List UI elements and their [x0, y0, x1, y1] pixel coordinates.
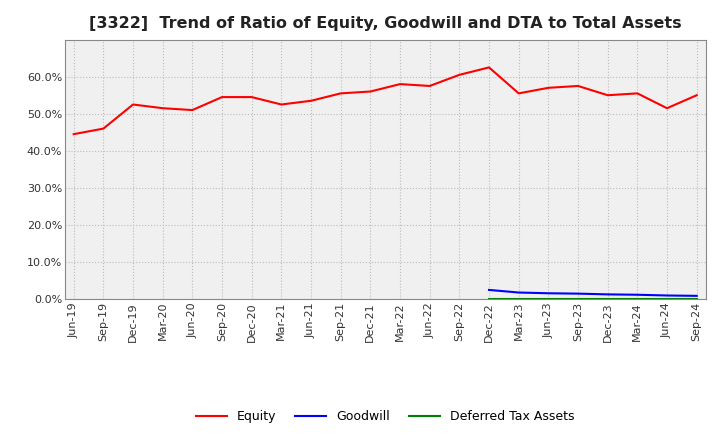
Equity	[514, 91, 523, 96]
Goodwill	[633, 292, 642, 297]
Deferred Tax Assets	[633, 296, 642, 301]
Equity	[485, 65, 493, 70]
Equity	[426, 83, 434, 88]
Equity	[307, 98, 315, 103]
Deferred Tax Assets	[485, 296, 493, 301]
Equity	[455, 72, 464, 77]
Line: Equity: Equity	[73, 67, 697, 134]
Equity	[277, 102, 286, 107]
Equity	[603, 92, 612, 98]
Deferred Tax Assets	[693, 296, 701, 301]
Equity	[693, 92, 701, 98]
Goodwill	[514, 290, 523, 295]
Goodwill	[603, 292, 612, 297]
Goodwill	[574, 291, 582, 296]
Goodwill	[693, 293, 701, 298]
Line: Goodwill: Goodwill	[489, 290, 697, 296]
Legend: Equity, Goodwill, Deferred Tax Assets: Equity, Goodwill, Deferred Tax Assets	[191, 405, 580, 428]
Goodwill	[544, 291, 553, 296]
Equity	[99, 126, 108, 131]
Equity	[662, 106, 671, 111]
Title: [3322]  Trend of Ratio of Equity, Goodwill and DTA to Total Assets: [3322] Trend of Ratio of Equity, Goodwil…	[89, 16, 682, 32]
Equity	[633, 91, 642, 96]
Equity	[574, 83, 582, 88]
Equity	[544, 85, 553, 91]
Goodwill	[485, 287, 493, 293]
Equity	[336, 91, 345, 96]
Equity	[366, 89, 374, 94]
Equity	[69, 132, 78, 137]
Deferred Tax Assets	[544, 296, 553, 301]
Equity	[248, 95, 256, 100]
Equity	[396, 81, 405, 87]
Deferred Tax Assets	[662, 296, 671, 301]
Goodwill	[662, 293, 671, 298]
Deferred Tax Assets	[574, 296, 582, 301]
Equity	[217, 95, 226, 100]
Equity	[129, 102, 138, 107]
Deferred Tax Assets	[603, 296, 612, 301]
Equity	[188, 107, 197, 113]
Deferred Tax Assets	[514, 296, 523, 301]
Equity	[158, 106, 167, 111]
